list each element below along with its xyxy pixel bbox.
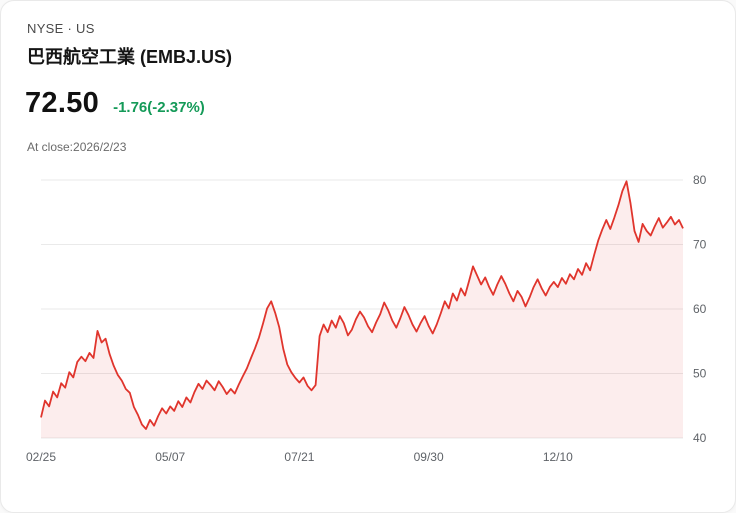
x-axis-tick-label: 02/25	[26, 450, 56, 464]
as-of-label: At close:2026/2/23	[27, 140, 127, 154]
y-axis-tick-label: 60	[693, 302, 707, 316]
x-axis-tick-label: 12/10	[543, 450, 573, 464]
x-axis-tick-label: 07/21	[284, 450, 314, 464]
price-area-fill	[41, 181, 683, 439]
y-axis-tick-label: 70	[693, 238, 707, 252]
price-chart[interactable]: 40 50 60 70 80 02/25 05/07 07/21 09/30 12/10	[21, 166, 721, 466]
price-row: 72.50 -1.76(-2.37%)	[25, 87, 735, 120]
y-axis-tick-label: 80	[693, 173, 707, 187]
y-axis-tick-label: 50	[693, 367, 707, 381]
stock-title: 巴西航空工業 (EMBJ.US)	[27, 47, 233, 67]
price-line	[40, 180, 684, 430]
last-price: 72.50	[25, 87, 100, 119]
y-axis-tick-label: 40	[693, 431, 707, 445]
exchange-label: NYSE · US	[27, 21, 95, 36]
x-axis-tick-label: 09/30	[414, 450, 444, 464]
price-change: -1.76(-2.37%)	[113, 99, 205, 116]
x-axis-tick-label: 05/07	[155, 450, 185, 464]
